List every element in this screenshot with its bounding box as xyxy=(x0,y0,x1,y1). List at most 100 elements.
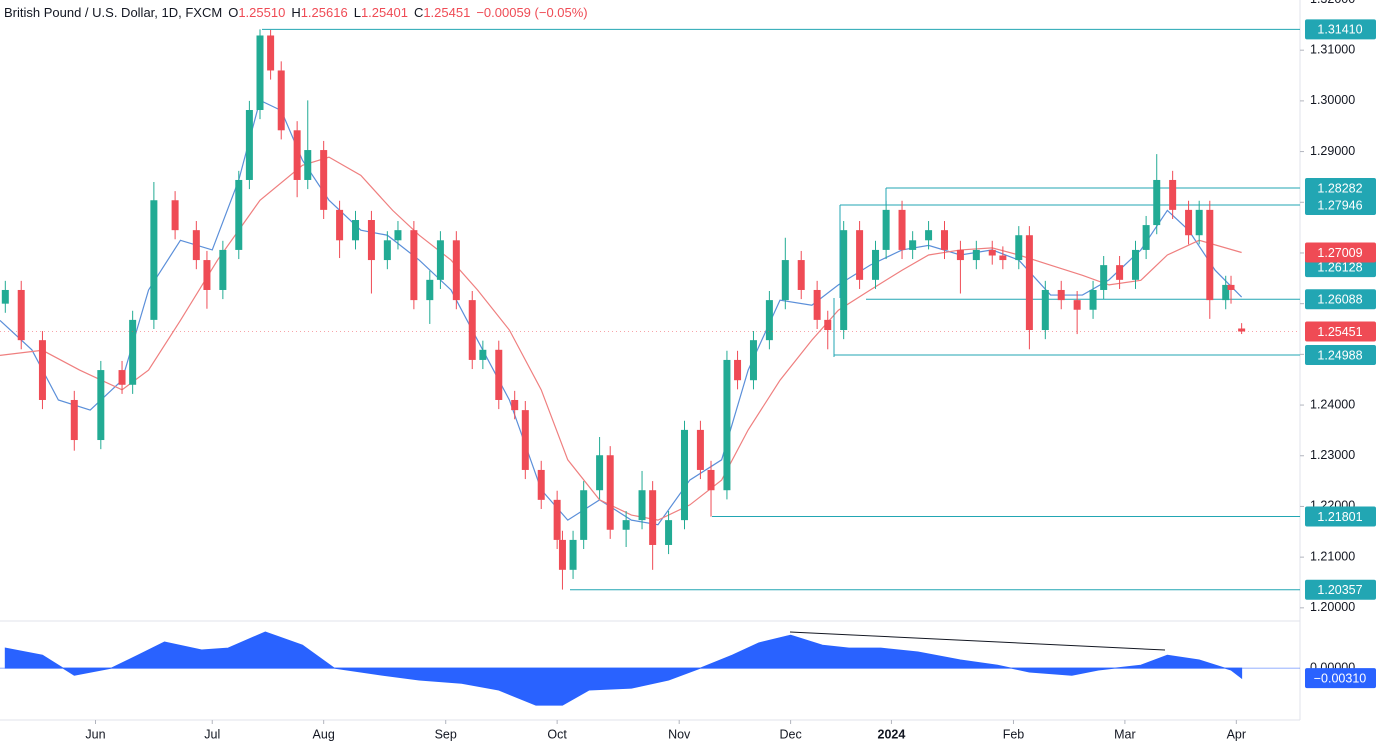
candle-body xyxy=(696,429,704,470)
x-tick-label: Jun xyxy=(85,727,105,741)
ohlc-value: 1.25510 xyxy=(238,5,285,20)
candle-body xyxy=(38,340,46,400)
y-tick-label: 1.30000 xyxy=(1310,93,1355,107)
candle-body xyxy=(277,70,285,131)
candle-body xyxy=(203,260,211,290)
candle-body xyxy=(940,230,948,250)
candle-body xyxy=(1100,265,1108,290)
candle-body xyxy=(1142,225,1150,250)
candle-body xyxy=(219,249,227,290)
ohlc-key: C xyxy=(414,5,423,20)
candle-body xyxy=(304,150,312,180)
level-label: 1.21801 xyxy=(1317,510,1362,524)
level-label: 1.27946 xyxy=(1317,198,1362,212)
x-tick-label: Jul xyxy=(204,727,220,741)
candle-body xyxy=(856,230,864,280)
candle-body xyxy=(97,370,105,441)
candle-body xyxy=(129,319,137,385)
candle-body xyxy=(882,209,890,250)
x-tick-label: Apr xyxy=(1227,727,1246,741)
x-tick-label: Oct xyxy=(547,727,567,741)
candle-body xyxy=(521,410,529,470)
candle-body xyxy=(150,200,158,320)
candle-body xyxy=(336,209,344,241)
candle-body xyxy=(1015,235,1023,261)
oscillator-label-bg xyxy=(1305,668,1376,689)
candle-body xyxy=(749,340,757,381)
candle-body xyxy=(734,359,742,381)
level-label: 1.26128 xyxy=(1317,260,1362,274)
x-tick-label: Sep xyxy=(435,727,457,741)
candle-body xyxy=(909,240,917,250)
level-label-bg xyxy=(1305,195,1376,216)
y-tick-label: 1.31000 xyxy=(1310,42,1355,56)
candle-body xyxy=(1227,284,1235,290)
candle-body xyxy=(1169,179,1177,210)
candle-body xyxy=(479,349,487,360)
candle-body xyxy=(956,249,964,261)
x-tick-label: Mar xyxy=(1114,727,1136,741)
candle-body xyxy=(452,240,460,301)
candle-body xyxy=(665,520,673,545)
ohlc-key: L xyxy=(354,5,361,20)
level-label: 1.20357 xyxy=(1317,583,1362,597)
candle-body xyxy=(606,455,614,530)
candle-body xyxy=(988,249,996,256)
candle-body xyxy=(171,200,179,231)
candle-body xyxy=(1,289,9,304)
x-tick-label: Nov xyxy=(668,727,691,741)
level-label-bg xyxy=(1305,177,1376,198)
price-label-bg xyxy=(1305,321,1376,342)
ohlc-value: 1.25451 xyxy=(423,5,470,20)
candle-body xyxy=(394,230,402,241)
level-label-bg xyxy=(1305,579,1376,600)
candle-body xyxy=(797,260,805,290)
candle-body xyxy=(781,260,789,301)
candle-body xyxy=(17,289,25,341)
ma-label-bg xyxy=(1305,242,1376,263)
candle-body xyxy=(707,469,715,491)
oscillator-area xyxy=(4,631,1243,706)
y-tick-label: 1.24000 xyxy=(1310,397,1355,411)
candle-body xyxy=(1057,289,1065,301)
candle-body xyxy=(1041,289,1049,331)
candle-body xyxy=(1195,209,1203,236)
candle-body xyxy=(1153,179,1161,226)
level-label: 1.26088 xyxy=(1317,292,1362,306)
x-tick-label: 2024 xyxy=(878,727,906,741)
candle-body xyxy=(235,179,243,250)
legend-bg xyxy=(0,2,690,26)
candle-body xyxy=(580,490,588,540)
ohlc-key: O xyxy=(228,5,238,20)
candle-body xyxy=(1025,235,1033,331)
level-label-bg xyxy=(1305,289,1376,310)
candle-body xyxy=(1222,284,1230,301)
candle-body xyxy=(840,230,848,331)
candle-body xyxy=(723,359,731,491)
candle-body xyxy=(872,249,880,280)
candle-body xyxy=(972,249,980,261)
candle-body xyxy=(118,370,126,385)
symbol: British Pound / U.S. Dollar, 1D, FXCM O1.… xyxy=(4,5,588,20)
candle-body xyxy=(596,455,604,491)
candle-body xyxy=(383,240,391,261)
level-label-bg xyxy=(1305,344,1376,365)
candle-body xyxy=(649,490,657,545)
y-tick-label: 1.21000 xyxy=(1310,549,1355,563)
candle-body xyxy=(436,240,444,280)
symbol-name: British Pound / U.S. Dollar, 1D, FXCM xyxy=(4,5,222,20)
candle-body xyxy=(1073,300,1081,310)
candle-body xyxy=(70,399,78,441)
candle-body xyxy=(320,150,328,210)
candle-body xyxy=(1185,209,1193,236)
candle-body xyxy=(267,35,275,71)
candle-body xyxy=(1206,209,1214,301)
divergence-line xyxy=(789,631,1166,651)
candle-body xyxy=(898,209,906,250)
level-label-bg xyxy=(1305,19,1376,40)
candle-body xyxy=(256,35,264,111)
candle-body xyxy=(1089,289,1097,310)
candle-body xyxy=(537,469,545,500)
